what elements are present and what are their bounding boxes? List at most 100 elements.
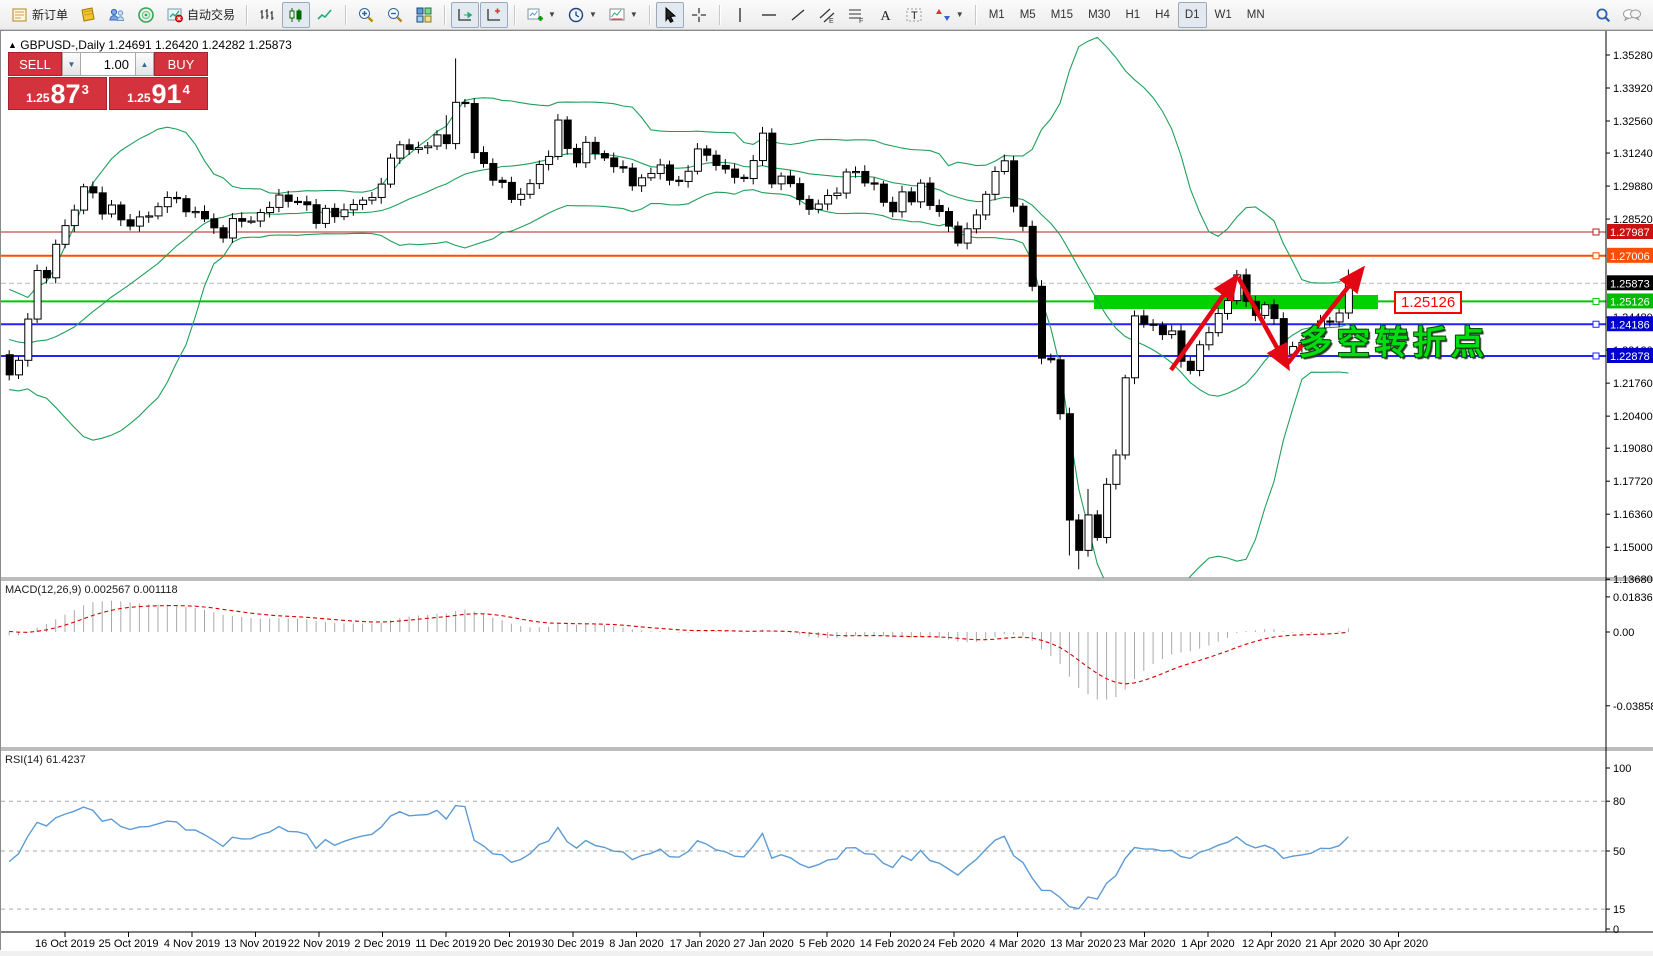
new-order-button[interactable]: 新订单	[6, 2, 73, 28]
axis-tick-label: 0.00	[1613, 627, 1634, 639]
timeframe-m15-label: M15	[1050, 8, 1074, 21]
price-tag-label: 1.22878	[1610, 351, 1650, 363]
templates-button[interactable]: ▼	[603, 2, 643, 28]
sell-button[interactable]: SELL	[8, 52, 62, 76]
date-axis-label: 25 Oct 2019	[99, 938, 159, 950]
tile-icon	[415, 6, 433, 24]
sell-price-big: 87	[50, 79, 81, 109]
chart-canvas[interactable]: 1.35280 1.33920 1.32560 1.31240 1.29880 1.285…	[1, 31, 1653, 951]
crosshair-button[interactable]	[685, 2, 713, 28]
chart-title: ▲ GBPUSD-,Daily 1.24691 1.26420 1.24282 …	[8, 38, 292, 52]
toolbar-separator	[444, 4, 446, 25]
new-order-button-label: 新订单	[32, 8, 69, 22]
dropdown-caret-icon[interactable]: ▼	[955, 10, 964, 19]
arrows-button[interactable]: ▼	[929, 2, 969, 28]
zoom-out-button[interactable]	[381, 2, 409, 28]
candles-icon	[287, 6, 305, 24]
autotrading-button[interactable]: 自动交易	[161, 2, 240, 28]
zone-price-label[interactable]: 1.25126	[1394, 291, 1463, 314]
dropdown-caret-icon[interactable]: ▼	[548, 10, 556, 19]
periods-button[interactable]: ▼	[562, 2, 602, 28]
sell-price-quote[interactable]: 1.25 87 3	[8, 77, 107, 110]
ohlc-values: 1.24691 1.26420 1.24282 1.25873	[108, 38, 292, 52]
timeframe-m5[interactable]: M5	[1013, 2, 1043, 28]
macd-pane[interactable]	[8, 600, 1349, 700]
trend-arrow-2[interactable]	[1236, 275, 1290, 372]
axis-tick-label: 1.16360	[1613, 509, 1653, 521]
vline-icon	[731, 6, 749, 24]
indicators-icon	[526, 6, 544, 24]
cursor-button[interactable]	[655, 1, 684, 28]
buy-button[interactable]: BUY	[154, 52, 208, 76]
price-tag-1.27987	[1607, 224, 1653, 239]
date-axis-label: 30 Apr 2020	[1369, 938, 1428, 950]
timeframe-d1[interactable]: D1	[1177, 1, 1207, 28]
buy-price-quote[interactable]: 1.25 91 4	[109, 77, 208, 110]
collapse-panel-icon[interactable]: ▲	[8, 40, 17, 50]
signals-button[interactable]	[132, 2, 160, 28]
date-axis-label: 21 Apr 2020	[1305, 938, 1364, 950]
timeframe-m1-label: M1	[988, 8, 1005, 21]
search-button[interactable]	[1589, 2, 1617, 28]
fibonacci-button[interactable]: F	[842, 2, 870, 28]
note-button[interactable]	[74, 2, 102, 28]
timeframe-m1[interactable]: M1	[982, 2, 1012, 28]
trendline-button[interactable]	[784, 2, 812, 28]
toolbar-separator	[648, 4, 650, 25]
chat-button[interactable]	[1617, 2, 1647, 28]
bar-chart-button[interactable]	[253, 2, 281, 28]
axis-tick-label: 1.21760	[1613, 378, 1653, 390]
signal-icon	[137, 6, 155, 24]
tile-windows-button[interactable]	[410, 2, 438, 28]
timeframe-mn[interactable]: MN	[1240, 2, 1272, 28]
shapes-icon	[934, 6, 952, 24]
indicators-button[interactable]: ▼	[521, 2, 561, 28]
date-axis-label: 22 Nov 2019	[288, 938, 350, 950]
timeframe-h4[interactable]: H4	[1148, 2, 1177, 28]
rsi-pane[interactable]	[1, 800, 1606, 910]
cursor-icon	[661, 6, 679, 24]
horizontal-line-button[interactable]	[755, 2, 783, 28]
date-axis-label: 16 Oct 2019	[35, 938, 95, 950]
line-chart-button[interactable]	[311, 2, 339, 28]
timeframe-h1[interactable]: H1	[1118, 2, 1147, 28]
axis-tick-label: 1.35280	[1613, 50, 1653, 62]
main-toolbar: 新订单 自动交易 ▼ ▼ ▼ E F A T ▼ M1 M5 M15 M30 H1 H4 D1 W1 MN	[0, 0, 1653, 30]
chart-shift-button[interactable]	[480, 1, 509, 28]
equidistant-channel-button[interactable]: E	[813, 2, 841, 28]
date-axis-label: 23 Mar 2020	[1114, 938, 1176, 950]
axis-tick-label: 1.32560	[1613, 116, 1653, 128]
community-button[interactable]	[103, 2, 131, 28]
template-icon	[608, 6, 626, 24]
note-icon	[79, 6, 97, 24]
axis-tick-label: 1.28520	[1613, 214, 1653, 226]
volume-input[interactable]: 1.00	[81, 52, 135, 76]
dropdown-caret-icon[interactable]: ▼	[588, 10, 597, 19]
auto-scroll-button[interactable]	[451, 1, 480, 28]
timeframe-m30[interactable]: M30	[1081, 2, 1117, 28]
zoom-in-button[interactable]	[352, 2, 380, 28]
timeframe-m15[interactable]: M15	[1044, 2, 1080, 28]
date-axis-label: 27 Jan 2020	[733, 938, 794, 950]
dropdown-caret-icon[interactable]: ▼	[629, 10, 638, 19]
main-price-pane[interactable]	[1, 36, 1606, 602]
text-button[interactable]: A	[871, 2, 899, 28]
rsi-line	[8, 804, 1349, 910]
trend-arrow-1[interactable]	[1169, 273, 1239, 372]
svg-text:T: T	[911, 10, 918, 22]
text-label-button[interactable]: T	[900, 2, 928, 28]
timeframe-w1[interactable]: W1	[1208, 2, 1239, 28]
trend-arrow-3[interactable]	[1286, 265, 1366, 365]
turning-point-annotation[interactable]: 多空转折点	[1299, 324, 1489, 361]
candle-chart-button[interactable]	[282, 1, 311, 28]
linechart-icon	[316, 6, 334, 24]
volume-increase-button[interactable]: ▲	[135, 52, 154, 76]
volume-decrease-button[interactable]: ▼	[62, 52, 81, 76]
date-axis-label: 13 Mar 2020	[1050, 938, 1112, 950]
date-axis-label: 20 Dec 2019	[478, 938, 540, 950]
chart-window[interactable]: 1.35280 1.33920 1.32560 1.31240 1.29880 1.285…	[0, 30, 1653, 951]
neworder-icon	[11, 6, 29, 24]
autoscroll-icon	[456, 6, 474, 24]
vertical-line-button[interactable]	[726, 2, 754, 28]
